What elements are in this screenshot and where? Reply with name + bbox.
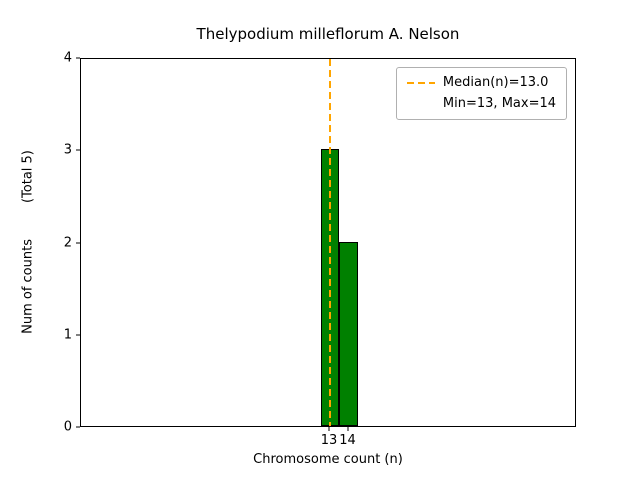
median-legend-line-sample: [406, 82, 435, 84]
legend-label-median: Median(n)=13.0: [442, 75, 549, 90]
y-tick-label: 1: [63, 327, 72, 343]
legend-label-minmax: Min=13, Max=14: [442, 96, 556, 111]
y-axis-label: Num of counts (Total 5): [21, 150, 36, 334]
x-tick-mark: [328, 427, 330, 431]
legend-row-median: Median(n)=13.0: [406, 75, 556, 91]
y-axis-total-note: (Total 5): [20, 150, 36, 204]
y-tick-mark: [76, 426, 80, 428]
bar-14: [339, 241, 358, 426]
chart-title: Thelypodium milleflorum A. Nelson: [196, 25, 460, 43]
y-tick-label: 4: [63, 50, 72, 66]
median-line: [329, 59, 331, 426]
x-tick-label: 14: [339, 433, 356, 448]
x-axis-label: Chromosome count (n): [253, 452, 403, 467]
y-tick-mark: [76, 242, 80, 243]
plot-area: Median(n)=13.0 Min=13, Max=14: [80, 58, 576, 427]
y-tick-mark: [76, 149, 80, 151]
y-axis-label-text: Num of counts: [20, 239, 36, 334]
y-tick-label: 3: [63, 142, 72, 158]
legend-sample-spacer: [407, 103, 435, 105]
y-tick-mark: [76, 334, 80, 336]
x-tick-mark: [347, 427, 348, 431]
legend: Median(n)=13.0 Min=13, Max=14: [395, 67, 567, 120]
y-tick-mark: [76, 57, 80, 59]
x-tick-label: 13: [320, 433, 338, 448]
y-tick-label: 2: [63, 235, 72, 250]
y-tick-label: 0: [63, 419, 72, 435]
legend-row-minmax: Min=13, Max=14: [407, 96, 556, 112]
